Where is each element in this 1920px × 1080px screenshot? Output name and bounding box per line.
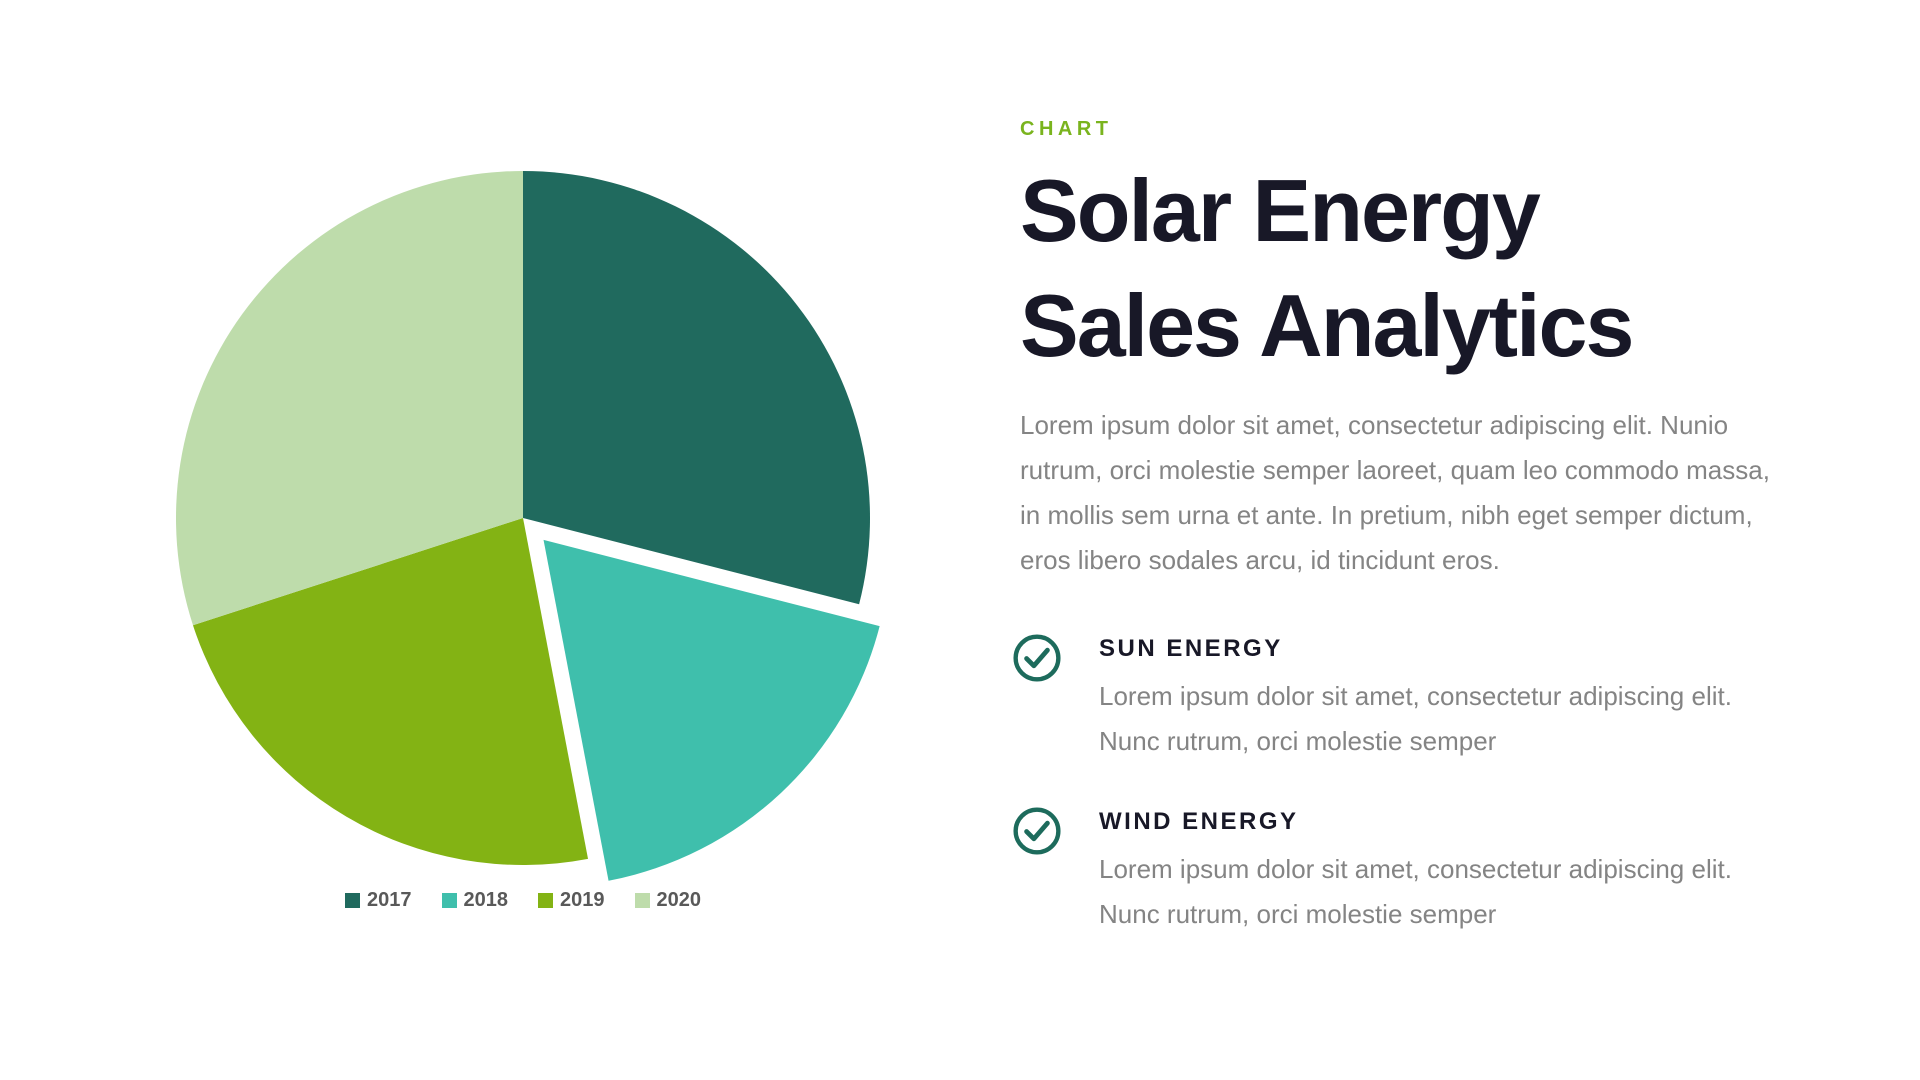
legend-label: 2018 (463, 889, 509, 911)
page-title: Solar Energy Sales Analytics (1020, 153, 1802, 383)
intro-line: eros libero sodales arcu, id tincidunt e… (1020, 545, 1500, 575)
pie-slice-2017 (523, 171, 870, 605)
feature-desc-line: Lorem ipsum dolor sit amet, consectetur … (1099, 854, 1732, 884)
legend-swatch (538, 893, 553, 908)
legend-swatch (441, 893, 457, 908)
feature-list: SUN ENERGY Lorem ipsum dolor sit amet, c… (1012, 631, 1802, 937)
feature-description: Lorem ipsum dolor sit amet, consectetur … (1099, 847, 1732, 937)
check-icon (1013, 807, 1061, 855)
feature-text: WIND ENERGY Lorem ipsum dolor sit amet, … (1099, 804, 1732, 937)
legend-swatch (345, 893, 360, 908)
legend-item-2017: 2017 (345, 889, 412, 912)
check-icon (1013, 634, 1061, 682)
feature-title: SUN ENERGY (1099, 635, 1283, 662)
feature-text: SUN ENERGY Lorem ipsum dolor sit amet, c… (1099, 631, 1732, 764)
intro-line: Lorem ipsum dolor sit amet, consectetur … (1020, 410, 1729, 440)
feature-description: Lorem ipsum dolor sit amet, consectetur … (1099, 674, 1732, 764)
intro-paragraph: Lorem ipsum dolor sit amet, consectetur … (1020, 403, 1802, 583)
feature-desc-line: Lorem ipsum dolor sit amet, consectetur … (1099, 681, 1732, 711)
pie-chart (175, 171, 880, 881)
feature-desc-line: Nunc rutrum, orci molestie semper (1099, 899, 1497, 929)
title-line-1: Solar Energy (1020, 161, 1541, 260)
intro-line: in mollis sem urna et ante. In pretium, … (1020, 500, 1753, 530)
legend-label: 2020 (656, 889, 702, 911)
pie-slice-2018 (543, 539, 880, 881)
title-line-2: Sales Analytics (1020, 276, 1634, 375)
feature-desc-line: Nunc rutrum, orci molestie semper (1099, 726, 1497, 756)
feature-title: WIND ENERGY (1099, 808, 1299, 835)
eyebrow-label: CHART (1020, 118, 1113, 140)
legend-item-2020: 2020 (634, 889, 702, 912)
legend-label: 2017 (367, 889, 412, 911)
legend-swatch (634, 893, 650, 908)
legend-item-2018: 2018 (441, 889, 509, 912)
pie-slice-2019 (192, 518, 589, 865)
feature-wind-energy: WIND ENERGY Lorem ipsum dolor sit amet, … (1012, 804, 1802, 937)
pie-slice-2020 (175, 171, 523, 626)
content-column: CHART Solar Energy Sales Analytics Lorem … (1012, 0, 1802, 937)
legend-label: 2019 (560, 889, 605, 911)
intro-line: rutrum, orci molestie semper laoreet, qu… (1020, 455, 1770, 485)
legend-item-2019: 2019 (538, 889, 605, 912)
chart-legend: 2017 2018 2019 2020 (143, 889, 903, 912)
feature-sun-energy: SUN ENERGY Lorem ipsum dolor sit amet, c… (1012, 631, 1802, 764)
